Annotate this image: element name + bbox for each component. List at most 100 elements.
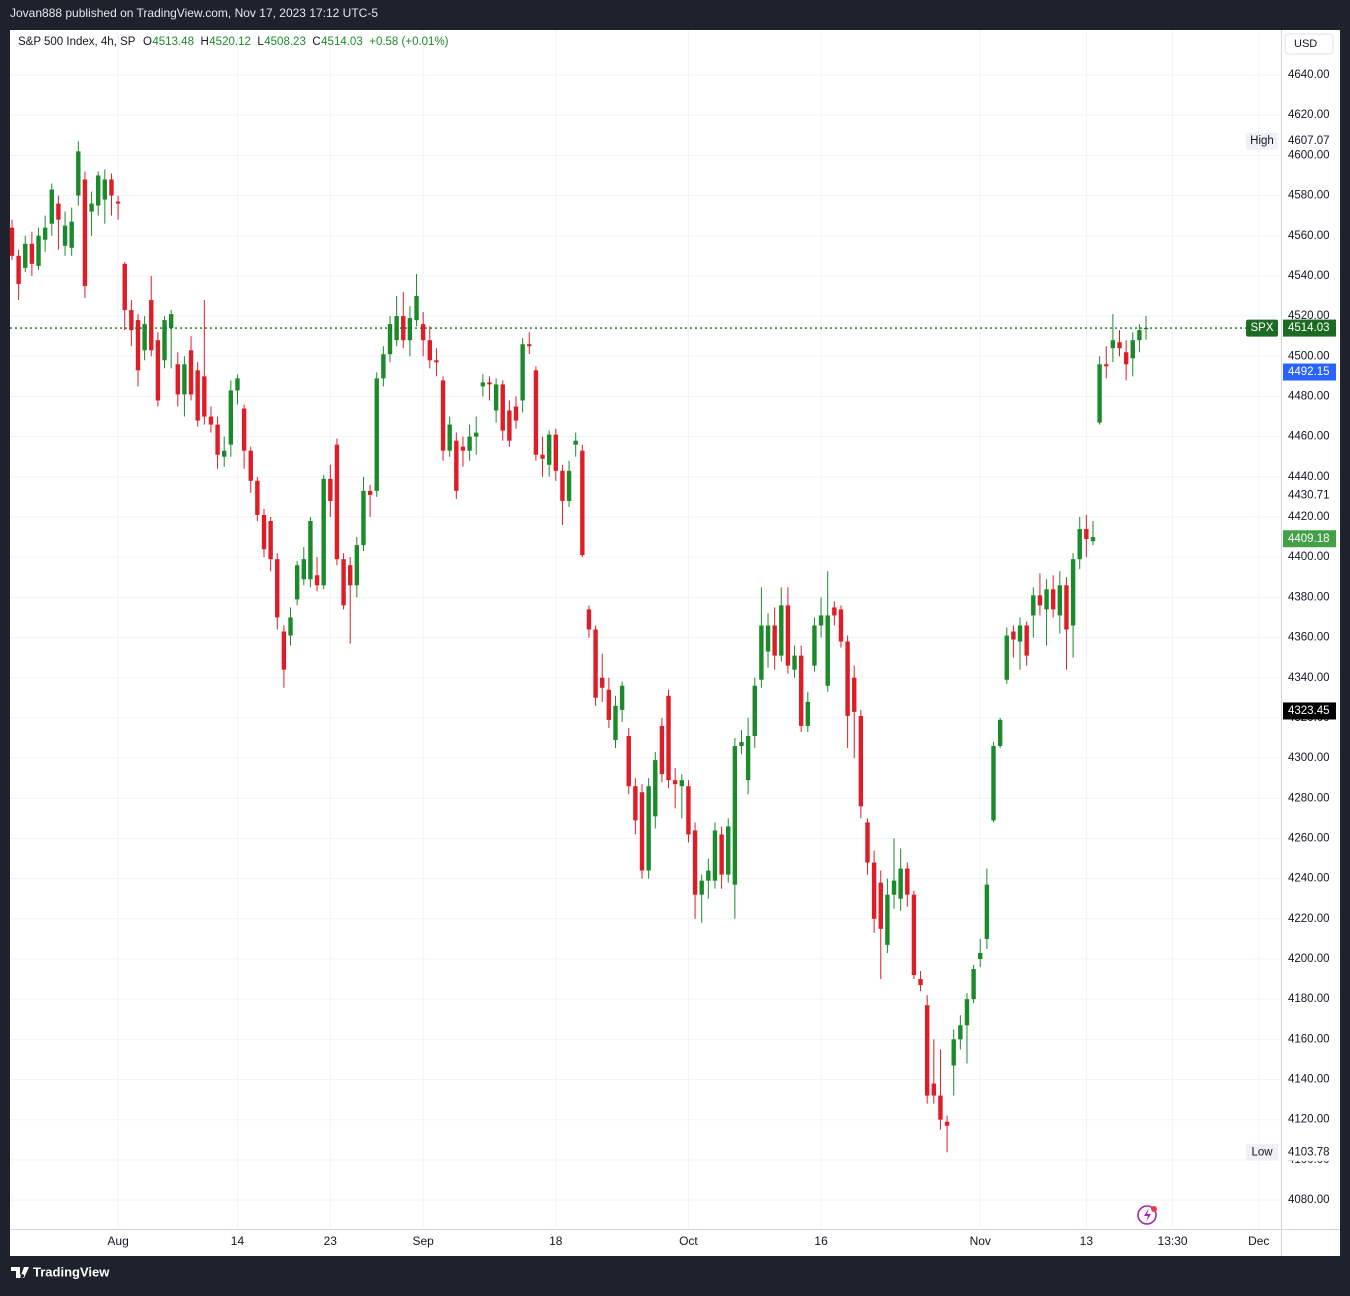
lightning-icon[interactable]: [1137, 1205, 1157, 1225]
candle-body: [1097, 364, 1102, 423]
candle-body: [321, 478, 326, 586]
candle-body: [573, 440, 578, 445]
candle-body: [938, 1095, 943, 1120]
candle-body: [586, 609, 592, 630]
y-tick-label: 4300.00: [1288, 752, 1330, 764]
y-tick-label: 4540.00: [1288, 270, 1330, 282]
candle-body: [984, 884, 990, 939]
candle-body: [354, 545, 360, 586]
candle-body: [699, 880, 704, 895]
candle-body: [533, 370, 539, 455]
price-marker-box: [1283, 1143, 1336, 1161]
candle-body: [367, 490, 373, 495]
candle-body: [135, 320, 141, 371]
candle-body: [852, 677, 857, 712]
candle-body: [924, 1005, 930, 1096]
candle-body: [387, 324, 393, 355]
legend-key: H: [200, 36, 208, 48]
candle-body: [480, 382, 486, 387]
x-tick-label: Sep: [412, 1234, 434, 1248]
candle-body: [520, 344, 525, 401]
candle-body: [288, 617, 293, 636]
candle-body: [308, 521, 313, 580]
candle-body: [155, 340, 161, 401]
candle-body: [527, 344, 532, 347]
candle-body: [1130, 340, 1135, 359]
price-marker-box: [1283, 132, 1336, 150]
candle-body: [294, 565, 300, 600]
candle-body: [885, 894, 890, 945]
candle-body: [420, 324, 426, 341]
legend-symbol: S&P 500 Index, 4h, SP: [18, 36, 136, 48]
price-marker-box: [1283, 363, 1336, 381]
price-marker-tag: [1246, 319, 1278, 337]
candle-body: [467, 436, 472, 451]
candle-body: [812, 625, 817, 666]
candle-body: [553, 434, 559, 471]
candle-body: [978, 952, 983, 959]
candle-body: [407, 318, 413, 341]
candle-body: [540, 454, 545, 459]
y-tick-label: 4180.00: [1288, 993, 1330, 1005]
candle-body: [69, 221, 74, 248]
candle-body: [692, 830, 698, 895]
candle-body: [1104, 364, 1109, 367]
candle-body: [381, 354, 386, 379]
candle-body: [500, 384, 505, 431]
y-tick-label: 4260.00: [1288, 832, 1330, 844]
candle-body: [115, 201, 121, 204]
candle-body: [102, 179, 108, 200]
candle-body: [447, 424, 452, 451]
x-tick-label: Oct: [679, 1234, 698, 1248]
candle-body: [460, 446, 466, 451]
candle-body: [1137, 330, 1142, 341]
candle-body: [195, 370, 200, 421]
x-tick-label: 14: [231, 1234, 245, 1248]
candle-body: [944, 1121, 950, 1126]
candle-body: [626, 735, 631, 787]
candle-body: [414, 295, 419, 321]
price-marker-value: 4430.71: [1288, 490, 1330, 502]
candle-body: [82, 179, 88, 286]
price-marker-value: 4514.03: [1288, 322, 1330, 334]
candle-body: [891, 880, 897, 895]
candle-body: [871, 862, 877, 919]
candle-body: [732, 746, 738, 885]
legend-change: +0.58 (+0.01%): [369, 36, 448, 48]
grid: [10, 30, 1280, 1228]
y-tick-label: 4360.00: [1288, 632, 1330, 644]
candle-body: [182, 364, 187, 395]
candle-body: [493, 384, 499, 411]
candle-body: [328, 478, 333, 501]
candle-body: [798, 655, 804, 726]
candle-body: [905, 868, 910, 895]
candle-body: [434, 360, 439, 363]
candle-body: [911, 894, 917, 976]
candle-body: [62, 225, 68, 246]
candle-body: [513, 406, 519, 421]
candle-body: [951, 1039, 956, 1066]
y-tick-label: 4560.00: [1288, 230, 1330, 242]
candle-body: [142, 324, 147, 351]
candle-body: [281, 631, 287, 670]
currency-box: [1284, 33, 1334, 55]
price-marker-box: [1283, 319, 1336, 337]
candle-body: [712, 830, 718, 881]
candle-body: [593, 629, 598, 698]
candle-body: [215, 424, 220, 455]
candle-body: [149, 300, 154, 351]
candle-body: [1117, 342, 1122, 349]
candle-body: [109, 179, 114, 196]
candle-body: [474, 432, 479, 437]
candle-body: [1004, 635, 1009, 680]
candle-body: [785, 605, 791, 666]
candle-body: [779, 605, 784, 656]
price-marker-box: [1283, 530, 1336, 548]
candle-body: [931, 1083, 937, 1096]
candle-body: [726, 826, 731, 875]
candle-body: [401, 316, 406, 341]
candle-body: [49, 189, 54, 224]
price-marker-value: 4103.78: [1288, 1146, 1330, 1158]
y-tick-label: 4220.00: [1288, 913, 1330, 925]
legend-value: 4514.03: [321, 36, 363, 48]
